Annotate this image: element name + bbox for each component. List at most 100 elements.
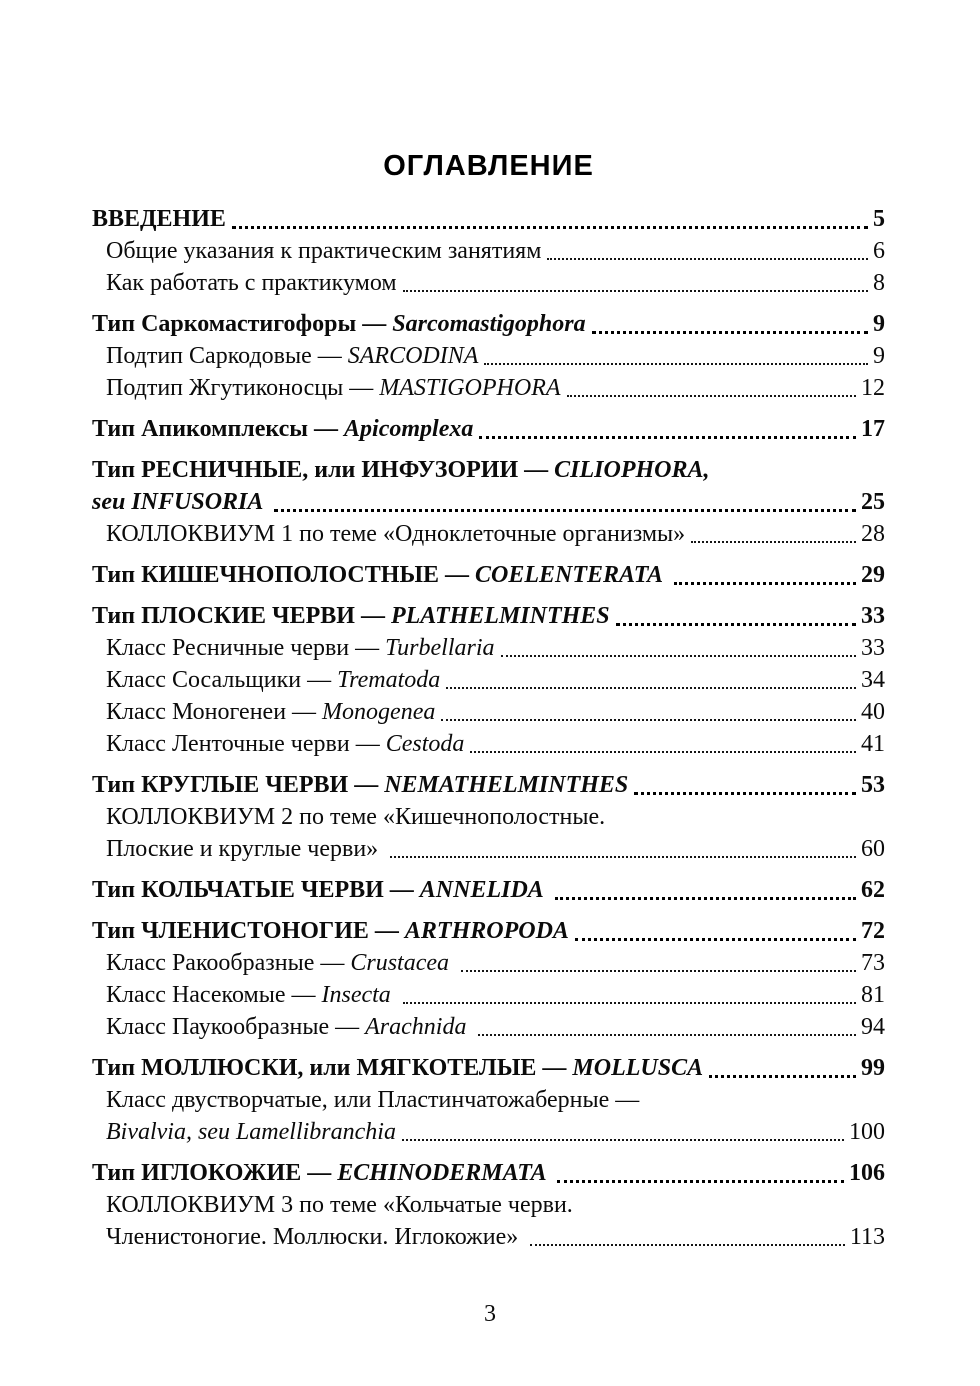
page-number: 29 xyxy=(861,562,885,588)
page-number: 106 xyxy=(849,1160,885,1186)
toc-entry-text: Класс Ресничные черви — Turbellaria xyxy=(106,635,495,661)
toc-list: ВВЕДЕНИЕ 5 Общие указания к практическим з… xyxy=(92,203,885,1253)
page-number: 73 xyxy=(861,950,885,976)
leader-dots xyxy=(479,436,856,439)
toc-entry: Подтип Саркодовые — SARCODINA 9 xyxy=(92,340,885,372)
toc-line: ВВЕДЕНИЕ 5 xyxy=(92,203,885,235)
page-number: 25 xyxy=(861,489,885,515)
page-number: 40 xyxy=(861,699,885,725)
toc-line: Класс двустворчатые, или Пластинчатожабе… xyxy=(106,1084,885,1116)
toc-line: Тип Саркомастигофоры — Sarcomastigophora… xyxy=(92,308,885,340)
page-number: 100 xyxy=(849,1119,885,1145)
toc-entry: Тип РЕСНИЧНЫЕ, или ИНФУЗОРИИ — CILIOPHOR… xyxy=(92,454,885,518)
toc-entry-text: Тип КОЛЬЧАТЫЕ ЧЕРВИ — ANNELIDA xyxy=(92,877,549,903)
page-title: ОГЛАВЛЕНИЕ xyxy=(383,150,594,182)
page-number: 72 xyxy=(861,918,885,944)
toc-line: Тип КОЛЬЧАТЫЕ ЧЕРВИ — ANNELIDA 62 xyxy=(92,874,885,906)
footer-page-number: 3 xyxy=(484,1301,496,1327)
toc-entry-text: Класс Моногенеи — Monogenea xyxy=(106,699,436,725)
page-number: 81 xyxy=(861,982,885,1008)
leader-dots xyxy=(566,395,856,397)
toc-entry-text: Тип ИГЛОКОЖИЕ — ECHINODERMATA xyxy=(92,1160,552,1186)
toc-entry: Тип КИШЕЧНОПОЛОСТНЫЕ — COELENTERATA 29 xyxy=(92,559,885,591)
toc-line: Класс Ресничные черви — Turbellaria 33 xyxy=(106,632,885,664)
page-number: 6 xyxy=(873,238,885,264)
leader-dots xyxy=(634,792,856,795)
page-number: 113 xyxy=(849,1224,885,1250)
toc-line: Тип КИШЕЧНОПОЛОСТНЫЕ — COELENTERATA 29 xyxy=(92,559,885,591)
toc-entry-text: Тип ЧЛЕНИСТОНОГИЕ — ARTHROPODA xyxy=(92,918,569,944)
toc-entry-text: ВВЕДЕНИЕ xyxy=(92,206,226,232)
page-number: 33 xyxy=(861,635,885,661)
leader-dots xyxy=(691,541,856,543)
toc-line: Тип ИГЛОКОЖИЕ — ECHINODERMATA 106 xyxy=(92,1157,885,1189)
leader-dots xyxy=(673,582,856,585)
leader-dots xyxy=(274,509,856,512)
toc-line: КОЛЛОКВИУМ 3 по теме «Кольчатые черви. xyxy=(106,1189,885,1221)
leader-dots xyxy=(554,897,856,900)
toc-entry: Тип Саркомастигофоры — Sarcomastigophora… xyxy=(92,308,885,340)
toc-line: Класс Паукообразные — Arachnida 94 xyxy=(106,1011,885,1043)
page-number: 12 xyxy=(861,375,885,401)
page-number: 28 xyxy=(861,521,885,547)
toc-entry: КОЛЛОКВИУМ 1 по теме «Одноклеточные орга… xyxy=(92,518,885,550)
toc-line: Членистоногие. Моллюски. Иглокожие» 113 xyxy=(106,1221,885,1253)
leader-dots xyxy=(709,1075,856,1078)
toc-line: Плоские и круглые черви» 60 xyxy=(106,833,885,865)
toc-entry: Тип ЧЛЕНИСТОНОГИЕ — ARTHROPODA 72 xyxy=(92,915,885,947)
leader-dots xyxy=(231,226,868,229)
leader-dots xyxy=(441,719,856,721)
leader-dots xyxy=(446,687,856,689)
toc-entry: Класс Паукообразные — Arachnida 94 xyxy=(92,1011,885,1043)
toc-entry: Класс Ресничные черви — Turbellaria 33 xyxy=(92,632,885,664)
toc-line: КОЛЛОКВИУМ 2 по теме «Кишечнополостные. xyxy=(106,801,885,833)
toc-line: Тип ЧЛЕНИСТОНОГИЕ — ARTHROPODA 72 xyxy=(92,915,885,947)
toc-entry-text: Класс Ленточные черви — Cestoda xyxy=(106,731,465,757)
page-number: 99 xyxy=(861,1055,885,1081)
toc-entry: Подтип Жгутиконосцы — MASTIGOPHORA 12 xyxy=(92,372,885,404)
toc-line: Класс Ленточные черви — Cestoda 41 xyxy=(106,728,885,760)
leader-dots xyxy=(530,1244,845,1246)
leader-dots xyxy=(402,1002,856,1004)
toc-entry: ВВЕДЕНИЕ 5 xyxy=(92,203,885,235)
leader-dots xyxy=(478,1034,856,1036)
toc-entry-text: Тип Апикомплексы — Apicomplexa xyxy=(92,416,474,442)
toc-entry: КОЛЛОКВИУМ 3 по теме «Кольчатые черви. Чл… xyxy=(92,1189,885,1253)
page-number: 9 xyxy=(873,343,885,369)
toc-line: Подтип Саркодовые — SARCODINA 9 xyxy=(106,340,885,372)
toc-line: Тип Апикомплексы — Apicomplexa 17 xyxy=(92,413,885,445)
toc-entry-text: Плоские и круглые черви» xyxy=(106,836,385,862)
toc-entry: КОЛЛОКВИУМ 2 по теме «Кишечнополостные. П… xyxy=(92,801,885,865)
toc-line: Bivalvia, seu Lamellibranchia 100 xyxy=(106,1116,885,1148)
page-number: 41 xyxy=(861,731,885,757)
page-number: 9 xyxy=(873,311,885,337)
toc-entry-text: КОЛЛОКВИУМ 2 по теме «Кишечнополостные. xyxy=(106,804,606,830)
toc-entry-text: Класс Насекомые — Insecta xyxy=(106,982,397,1008)
toc-entry-text: Bivalvia, seu Lamellibranchia xyxy=(106,1119,396,1145)
toc-line: Тип ПЛОСКИЕ ЧЕРВИ — PLATHELMINTHES 33 xyxy=(92,600,885,632)
toc-entry-text: Тип ПЛОСКИЕ ЧЕРВИ — PLATHELMINTHES xyxy=(92,603,610,629)
toc-line: Класс Сосальщики — Trematoda 34 xyxy=(106,664,885,696)
toc-entry-text: КОЛЛОКВИУМ 3 по теме «Кольчатые черви. xyxy=(106,1192,573,1218)
toc-entry-text: Подтип Саркодовые — SARCODINA xyxy=(106,343,479,369)
leader-dots xyxy=(484,363,868,365)
page-number: 34 xyxy=(861,667,885,693)
toc-entry-text: Класс Ракообразные — Crustacea xyxy=(106,950,456,976)
toc-line: Как работать с практикумом 8 xyxy=(106,267,885,299)
toc-entry: Класс Сосальщики — Trematoda 34 xyxy=(92,664,885,696)
toc-entry-text: Класс двустворчатые, или Пластинчатожабе… xyxy=(106,1087,640,1113)
page-number: 94 xyxy=(861,1014,885,1040)
toc-entry: Общие указания к практическим занятиям 6 xyxy=(92,235,885,267)
toc-entry: Тип КОЛЬЧАТЫЕ ЧЕРВИ — ANNELIDA 62 xyxy=(92,874,885,906)
leader-dots xyxy=(547,258,868,260)
toc-entry-text: seu INFUSORIA xyxy=(92,489,269,515)
toc-entry-text: Тип МОЛЛЮСКИ, или МЯГКОТЕЛЫЕ — MOLLUSCA xyxy=(92,1055,704,1081)
toc-entry-text: Класс Паукообразные — Arachnida xyxy=(106,1014,473,1040)
toc-line: Подтип Жгутиконосцы — MASTIGOPHORA 12 xyxy=(106,372,885,404)
toc-entry-text: Тип Саркомастигофоры — Sarcomastigophora xyxy=(92,311,586,337)
toc-entry: Тип КРУГЛЫЕ ЧЕРВИ — NEMATHELMINTHES 53 xyxy=(92,769,885,801)
toc-line: Тип РЕСНИЧНЫЕ, или ИНФУЗОРИИ — CILIOPHOR… xyxy=(92,454,885,486)
page-number: 53 xyxy=(861,772,885,798)
toc-entry-text: Общие указания к практическим занятиям xyxy=(106,238,542,264)
